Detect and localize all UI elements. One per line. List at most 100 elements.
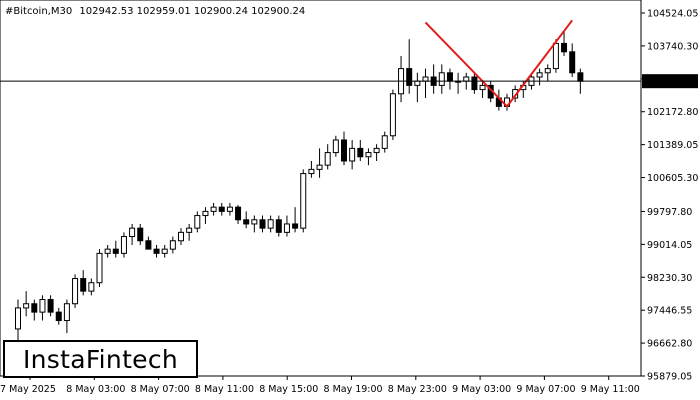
candle-body: [446, 72, 453, 82]
candle-body: [210, 206, 217, 212]
candle: [218, 202, 225, 216]
y-tick-label: 96662.80: [647, 339, 692, 350]
candle: [169, 236, 176, 254]
candle-body: [275, 219, 282, 233]
x-tick-label: 9 May 07:00: [516, 384, 575, 395]
candle: [31, 299, 38, 321]
candle-body: [283, 223, 290, 233]
candle-body: [544, 68, 551, 74]
candle: [104, 244, 111, 258]
candle: [283, 215, 290, 237]
x-tick-label: 8 May 07:00: [131, 384, 190, 395]
candle-body: [23, 303, 30, 309]
candle-body: [15, 307, 21, 330]
candle: [438, 64, 445, 94]
y-tick-label: 103740.30: [647, 41, 698, 52]
y-tick-label: 99797.80: [647, 207, 692, 218]
candle-body: [63, 303, 70, 322]
candle-body: [463, 76, 470, 82]
candle: [202, 207, 209, 224]
x-tick-label: 7 May 2025: [0, 384, 56, 395]
candle-body: [80, 278, 87, 292]
candle-body: [471, 76, 478, 91]
candle: [275, 215, 282, 237]
candle-body: [341, 139, 347, 162]
candle-body: [357, 147, 364, 158]
candle: [80, 270, 87, 296]
y-tick-label: 102172.80: [647, 107, 698, 118]
candle: [479, 81, 486, 98]
candle: [365, 148, 372, 166]
candle: [112, 240, 119, 258]
x-tick-label: 9 May 11:00: [581, 384, 640, 395]
candle: [63, 299, 70, 334]
candle: [243, 211, 250, 229]
candle-body: [536, 72, 543, 78]
candle: [55, 307, 62, 325]
candle-body: [316, 164, 323, 170]
candle: [341, 131, 347, 166]
symbol-timeframe: #Bitcoin,M30: [5, 6, 72, 17]
candle: [145, 236, 152, 250]
candle-body: [120, 236, 127, 254]
candle: [308, 160, 315, 178]
y-tick-label: 97446.55: [647, 306, 692, 317]
candle-body: [226, 206, 233, 212]
candle-body: [55, 311, 62, 322]
candle-body: [259, 219, 266, 229]
x-tick-label: 9 May 03:00: [452, 384, 511, 395]
current-price-label: 102900.24: [647, 77, 698, 88]
candle-body: [438, 72, 445, 86]
candle-body: [129, 227, 136, 238]
candle: [561, 30, 568, 56]
logo-text: InstaFintech: [22, 344, 179, 374]
candle: [324, 144, 331, 170]
candle-body: [235, 206, 242, 221]
x-tick-label: 8 May 23:00: [388, 384, 447, 395]
candle: [120, 232, 127, 258]
candle: [389, 89, 396, 140]
candle: [381, 131, 388, 153]
candle-body: [145, 240, 152, 250]
candle-body: [88, 282, 95, 292]
candle: [316, 148, 323, 178]
candle-body: [308, 168, 315, 175]
candle: [15, 299, 21, 342]
candle-body: [267, 219, 274, 229]
x-tick-label: 8 May 03:00: [66, 384, 125, 395]
y-tick-label: 98230.30: [647, 273, 692, 284]
candle: [194, 211, 201, 233]
x-tick-label: 8 May 15:00: [259, 384, 318, 395]
candle-body: [561, 42, 568, 53]
candle-body: [414, 80, 421, 86]
candle-body: [349, 147, 356, 162]
candle: [47, 295, 54, 317]
candle-body: [552, 42, 559, 70]
candle-body: [373, 147, 380, 154]
double-top-pattern: [424, 19, 573, 108]
candle-body: [292, 223, 299, 229]
candle-body: [39, 299, 46, 313]
candle: [153, 244, 160, 258]
candle-body: [47, 299, 54, 313]
candle: [161, 244, 168, 258]
candle: [536, 68, 543, 86]
candle-body: [104, 248, 111, 254]
candle: [349, 139, 356, 170]
candle: [72, 274, 79, 308]
x-axis: 7 May 2025 8 May 03:00 8 May 07:00 8 May 11…: [0, 376, 640, 395]
candle: [544, 64, 551, 82]
candle-body: [479, 84, 486, 91]
candle: [39, 295, 46, 321]
ohlc-values: 102942.53 102959.01 102900.24 102900.24: [79, 6, 305, 17]
candle: [186, 223, 193, 241]
candle-body: [202, 210, 209, 217]
candle-body: [194, 215, 201, 229]
y-tick-label: 101389.05: [647, 140, 698, 151]
logo: InstaFintech: [3, 340, 198, 378]
candle-body: [324, 152, 331, 166]
candle: [88, 278, 95, 296]
candle: [210, 202, 217, 216]
